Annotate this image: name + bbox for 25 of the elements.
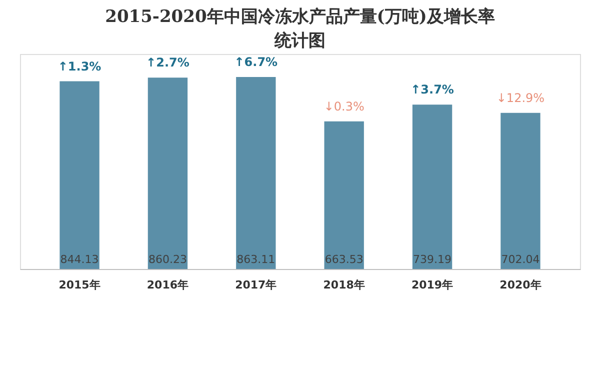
bar	[236, 77, 276, 269]
annotation: ↑2.7%	[146, 56, 190, 70]
data-label: 739.19	[413, 253, 452, 266]
x-tick-label: 2015年	[58, 278, 100, 292]
data-label: 702.04	[501, 253, 540, 266]
annotation: ↓12.9%	[496, 90, 545, 105]
chart-title: 2015-2020年中国冷冻水产品产量(万吨)及增长率统计图	[105, 7, 495, 51]
bar	[60, 81, 100, 269]
annotation: ↑3.7%	[410, 82, 454, 97]
x-tick-label: 2016年	[146, 278, 189, 292]
annotation: ↑6.7%	[234, 55, 278, 70]
bar	[500, 112, 540, 269]
x-tick-label: 2020年	[500, 278, 542, 292]
x-tick-label: 2019年	[411, 278, 454, 292]
x-tick-label: 2018年	[323, 278, 365, 292]
annotation: ↓0.3%	[324, 99, 364, 114]
data-label: 844.13	[60, 253, 99, 266]
data-label: 663.53	[324, 253, 364, 266]
data-label: 863.11	[236, 253, 276, 266]
x-tick-label: 2017年	[235, 278, 277, 292]
data-label: 860.23	[148, 253, 187, 266]
bar	[148, 78, 188, 269]
bar	[412, 104, 452, 269]
annotation: ↑1.3%	[58, 59, 102, 74]
bar	[324, 121, 364, 269]
